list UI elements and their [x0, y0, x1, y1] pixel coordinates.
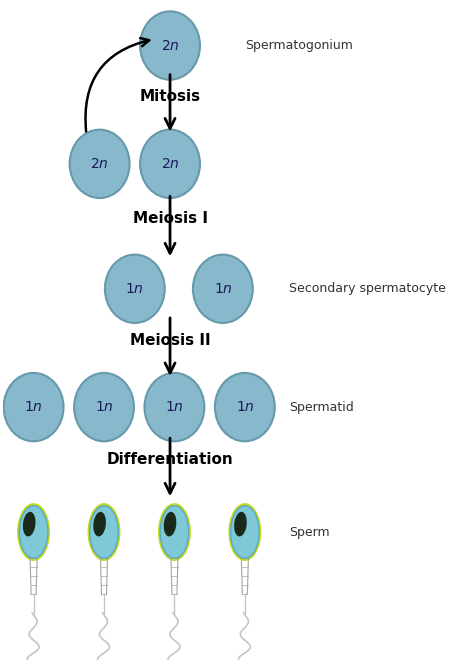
Text: Secondary spermatocyte: Secondary spermatocyte [289, 282, 446, 295]
Text: $\mathit{2}n$: $\mathit{2}n$ [161, 38, 179, 52]
Text: $\mathit{2}n$: $\mathit{2}n$ [161, 157, 179, 171]
Ellipse shape [145, 373, 204, 442]
Ellipse shape [193, 255, 253, 323]
Text: $\mathit{1}n$: $\mathit{1}n$ [213, 282, 232, 296]
Text: Meiosis I: Meiosis I [133, 211, 208, 226]
Text: Meiosis II: Meiosis II [130, 333, 210, 347]
Ellipse shape [234, 512, 247, 536]
Text: $\mathit{1}n$: $\mathit{1}n$ [24, 400, 43, 414]
Text: $\mathit{1}n$: $\mathit{1}n$ [126, 282, 144, 296]
Ellipse shape [90, 506, 118, 558]
Ellipse shape [158, 503, 191, 561]
Text: Differentiation: Differentiation [107, 452, 233, 467]
Ellipse shape [105, 255, 165, 323]
Ellipse shape [228, 503, 261, 561]
Ellipse shape [164, 512, 176, 536]
Ellipse shape [74, 373, 134, 442]
Ellipse shape [4, 373, 64, 442]
Text: Sperm: Sperm [289, 526, 329, 538]
Ellipse shape [17, 503, 50, 561]
Text: $\mathit{1}n$: $\mathit{1}n$ [236, 400, 254, 414]
Text: $\mathit{1}n$: $\mathit{1}n$ [165, 400, 184, 414]
Ellipse shape [140, 11, 200, 80]
Ellipse shape [160, 506, 189, 558]
Ellipse shape [88, 503, 120, 561]
Ellipse shape [19, 506, 48, 558]
Ellipse shape [215, 373, 275, 442]
Text: Spermatid: Spermatid [289, 400, 354, 414]
Text: Mitosis: Mitosis [139, 89, 201, 103]
Ellipse shape [93, 512, 106, 536]
Text: Spermatogonium: Spermatogonium [245, 39, 353, 52]
Ellipse shape [23, 512, 36, 536]
Ellipse shape [70, 130, 129, 198]
Ellipse shape [140, 130, 200, 198]
Ellipse shape [230, 506, 259, 558]
Text: $\mathit{2}n$: $\mathit{2}n$ [90, 157, 109, 171]
Text: $\mathit{1}n$: $\mathit{1}n$ [95, 400, 113, 414]
